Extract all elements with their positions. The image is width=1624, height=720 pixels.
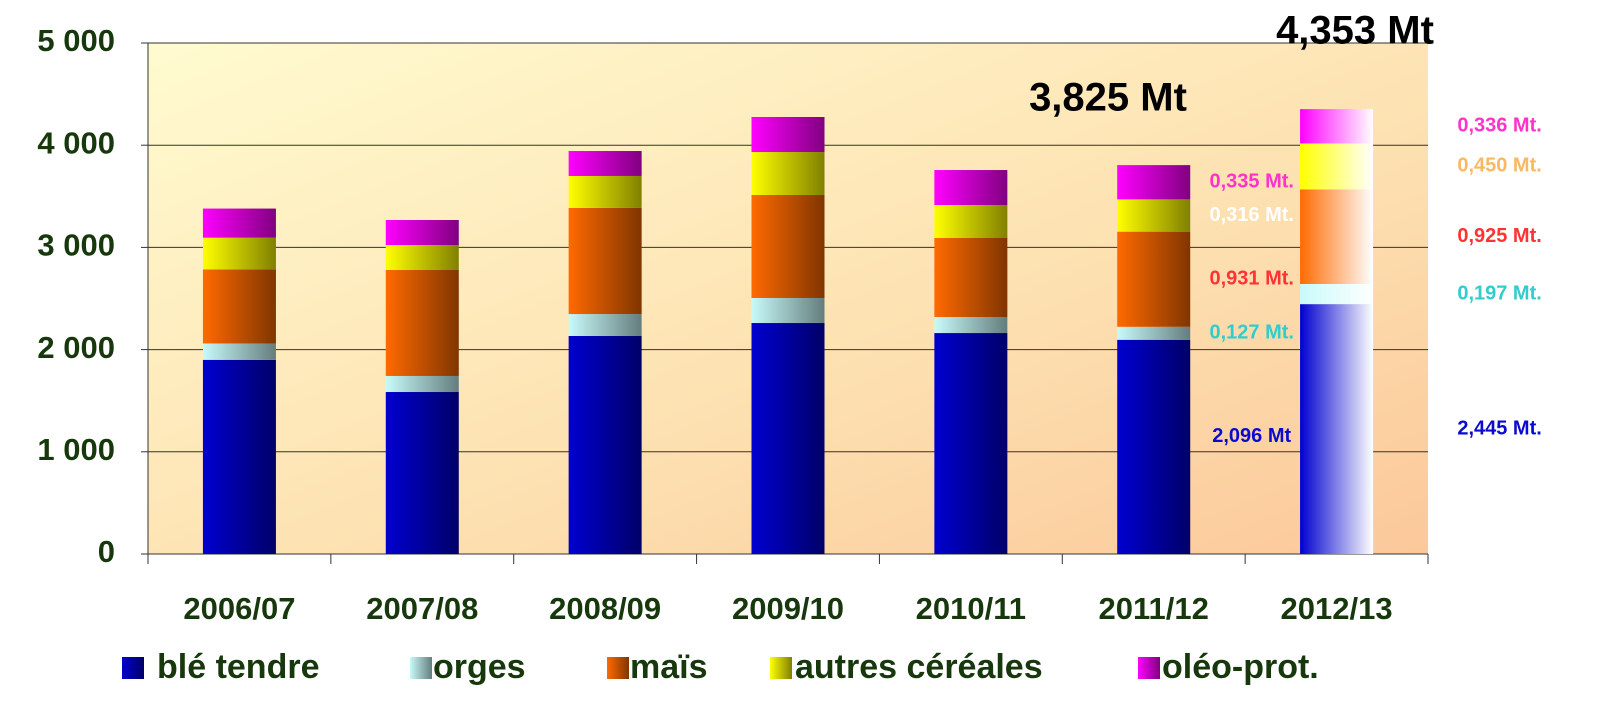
legend-label: autres céréales [795, 648, 1043, 686]
bar-segment [1117, 231, 1191, 327]
bar-segment [1117, 199, 1191, 232]
bar-segment [568, 336, 642, 554]
value-label: 0,336 Mt. [1457, 115, 1541, 137]
bar-segment [202, 237, 276, 270]
legend-label: blé tendre [157, 648, 319, 686]
y-tick-label: 0 [98, 534, 115, 569]
bar-segment [1300, 304, 1374, 554]
y-tick-label: 4 000 [37, 125, 115, 160]
bar-segment [568, 175, 642, 208]
bar-segment [934, 316, 1008, 334]
total-label: 3,825 Mt [1029, 76, 1187, 120]
bar-segment [1300, 143, 1374, 190]
x-tick-label: 2012/13 [1281, 591, 1393, 626]
x-tick-label: 2010/11 [916, 591, 1026, 626]
bar-segment [385, 392, 459, 554]
legend-swatch [122, 657, 144, 679]
value-label: 0,450 Mt. [1457, 155, 1541, 177]
x-tick-label: 2008/09 [549, 591, 661, 626]
bar-segment [568, 151, 642, 176]
x-tick-label: 2009/10 [732, 591, 844, 626]
bar-segment [1117, 165, 1191, 200]
value-label: 0,335 Mt. [1209, 171, 1293, 193]
legend-label: oléo-prot. [1162, 648, 1319, 686]
bar-segment [1117, 326, 1191, 340]
bar-segment [385, 245, 459, 270]
value-label: 0,931 Mt. [1209, 268, 1293, 290]
x-tick-label: 2006/07 [183, 591, 295, 626]
legend-swatch [410, 657, 432, 679]
bar-segment [385, 220, 459, 246]
y-tick-label: 1 000 [37, 432, 115, 467]
y-tick-label: 2 000 [37, 330, 115, 365]
y-tick-label: 3 000 [37, 228, 115, 263]
bar-segment [1117, 339, 1191, 554]
value-label: 0,925 Mt. [1457, 225, 1541, 247]
legend-label: maïs [630, 648, 708, 686]
bar-segment [934, 333, 1008, 554]
bar-segment [1300, 189, 1374, 284]
value-label: 0,127 Mt. [1209, 322, 1293, 344]
x-tick-label: 2011/12 [1099, 591, 1209, 626]
total-label: 4,353 Mt [1276, 9, 1434, 53]
y-tick-label: 5 000 [37, 23, 115, 58]
bar-segment [751, 323, 825, 554]
bar-segment [751, 194, 825, 298]
bar-segment [1300, 109, 1374, 144]
value-label: 2,096 Mt [1212, 425, 1291, 447]
bar-segment [568, 314, 642, 337]
bar-segment [934, 237, 1008, 317]
legend-swatch [1138, 657, 1160, 679]
legend-swatch [607, 657, 629, 679]
bar-segment [202, 269, 276, 344]
bar-segment [568, 207, 642, 315]
legend-swatch [770, 657, 792, 679]
bar-segment [202, 208, 276, 238]
bar-segment [751, 297, 825, 324]
value-label: 0,197 Mt. [1457, 282, 1541, 304]
legend-label: orges [433, 648, 526, 686]
value-label: 2,445 Mt. [1457, 417, 1541, 439]
x-tick-label: 2007/08 [366, 591, 478, 626]
bar-segment [1300, 283, 1374, 305]
value-label: 0,316 Mt. [1209, 204, 1293, 226]
bar-segment [202, 359, 276, 554]
bar-segment [385, 375, 459, 393]
bar-segment [202, 343, 276, 360]
bar-segment [751, 116, 825, 153]
bar-segment [751, 152, 825, 195]
bar-segment [934, 170, 1008, 205]
bar-segment [934, 204, 1008, 238]
bar-segment [385, 269, 459, 376]
